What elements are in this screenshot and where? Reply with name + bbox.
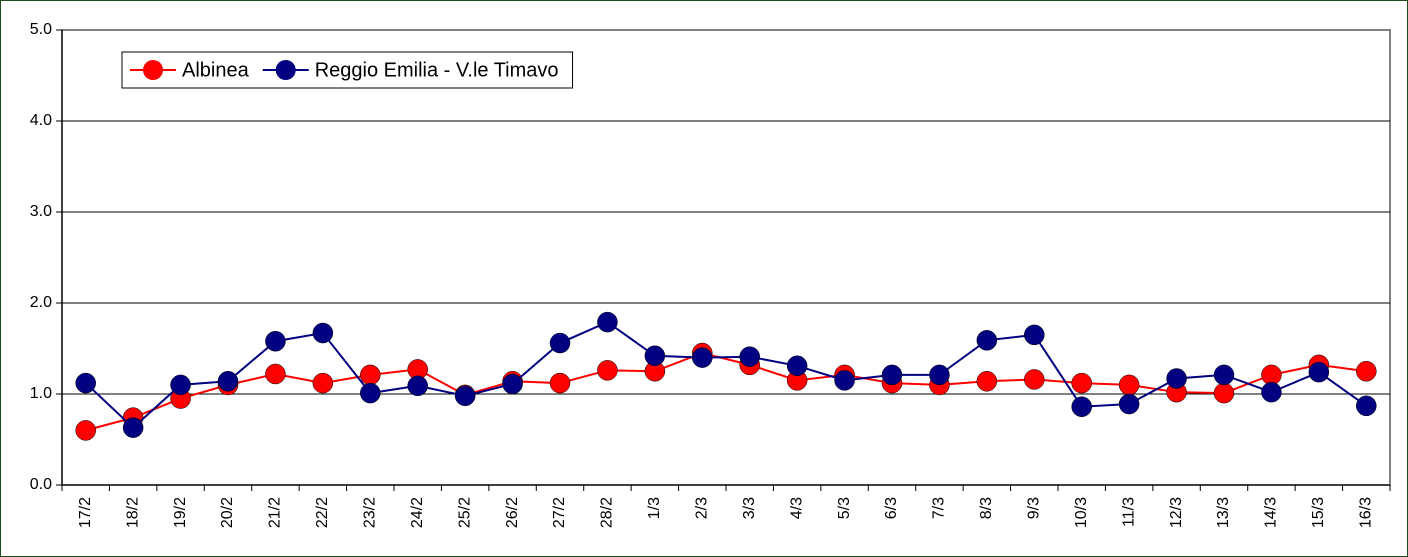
- data-point: [786, 355, 808, 377]
- x-tick-label: 10/3: [1073, 497, 1090, 528]
- x-tick-label: 28/2: [599, 497, 616, 528]
- data-point: [265, 330, 286, 352]
- data-point: [739, 346, 760, 367]
- x-tick-label: 23/2: [362, 497, 379, 528]
- data-point: [407, 375, 428, 397]
- x-tick-label: 11/3: [1120, 497, 1137, 527]
- data-point: [75, 420, 96, 441]
- data-point: [1308, 361, 1330, 383]
- data-point: [834, 370, 855, 391]
- x-tick-label: 20/2: [219, 497, 236, 528]
- legend-label: Reggio Emilia - V.le Timavo: [315, 59, 559, 81]
- data-point: [1071, 396, 1092, 417]
- data-point: [1118, 393, 1140, 415]
- legend-label: Albinea: [182, 59, 250, 81]
- series-line: [85, 352, 1367, 432]
- legend-marker: [143, 60, 163, 80]
- x-tick-label: 7/3: [931, 497, 948, 519]
- x-tick-label: 8/3: [978, 497, 995, 519]
- data-point: [1024, 369, 1045, 390]
- x-tick-label: 14/3: [1263, 497, 1280, 528]
- x-tick-label: 24/2: [409, 497, 426, 528]
- x-tick-label: 16/3: [1358, 497, 1375, 528]
- data-point: [1071, 372, 1092, 394]
- x-tick-label: 18/2: [124, 497, 141, 528]
- data-point: [1118, 374, 1140, 396]
- data-point: [265, 363, 286, 385]
- data-point: [1024, 324, 1045, 346]
- data-point: [644, 345, 666, 367]
- series-line: [85, 320, 1367, 430]
- x-tick-label: 21/2: [267, 497, 284, 528]
- data-point: [1213, 382, 1235, 404]
- data-point: [1356, 361, 1377, 382]
- data-point: [312, 322, 334, 344]
- data-point: [929, 364, 950, 386]
- x-tick-label: 2/3: [694, 497, 711, 519]
- data-point: [597, 311, 618, 333]
- data-point: [454, 385, 476, 407]
- y-tick-label: 0.0: [30, 476, 52, 493]
- data-point: [549, 372, 571, 394]
- data-point: [122, 417, 144, 438]
- data-point: [360, 382, 381, 404]
- data-point: [360, 364, 381, 386]
- x-tick-label: 19/2: [172, 497, 189, 528]
- data-point: [502, 373, 523, 395]
- x-tick-label: 13/3: [1215, 497, 1232, 528]
- y-tick-label: 3.0: [30, 203, 52, 220]
- data-point: [75, 372, 96, 394]
- x-tick-label: 6/3: [883, 497, 900, 519]
- y-tick-label: 4.0: [30, 112, 52, 129]
- plot-area: [61, 29, 1391, 486]
- x-tick-label: 27/2: [551, 497, 568, 528]
- data-point: [170, 374, 191, 396]
- data-point: [217, 371, 239, 392]
- data-point: [881, 364, 903, 386]
- x-tick-label: 25/2: [456, 497, 473, 528]
- x-tick-label: 5/3: [836, 497, 853, 519]
- y-tick-label: 2.0: [30, 294, 52, 311]
- x-tick-label: 12/3: [1168, 497, 1185, 528]
- data-point: [976, 330, 998, 351]
- x-tick-label: 22/2: [314, 497, 331, 528]
- x-tick-label: 17/2: [77, 497, 94, 528]
- data-point: [597, 360, 618, 381]
- legend: Albinea Reggio Emilia - V.le Timavo: [121, 51, 574, 89]
- x-tick-label: 15/3: [1310, 497, 1327, 528]
- x-tick-label: 9/3: [1026, 497, 1043, 519]
- data-point: [1261, 381, 1282, 403]
- data-point: [976, 371, 998, 392]
- data-point: [1356, 395, 1377, 417]
- data-point: [1166, 368, 1187, 389]
- x-tick-label: 4/3: [788, 497, 805, 519]
- data-point: [549, 332, 571, 354]
- y-tick-label: 1.0: [30, 385, 52, 402]
- data-point: [692, 347, 713, 368]
- x-tick-label: 26/2: [504, 497, 521, 528]
- x-tick-label: 3/3: [741, 497, 758, 519]
- data-point: [1261, 364, 1282, 386]
- data-point: [312, 372, 334, 394]
- legend-marker: [275, 60, 296, 80]
- legend-box: [121, 51, 574, 89]
- y-tick-label: 5.0: [30, 21, 52, 38]
- x-tick-label: 1/3: [646, 497, 663, 519]
- data-point: [1213, 364, 1235, 386]
